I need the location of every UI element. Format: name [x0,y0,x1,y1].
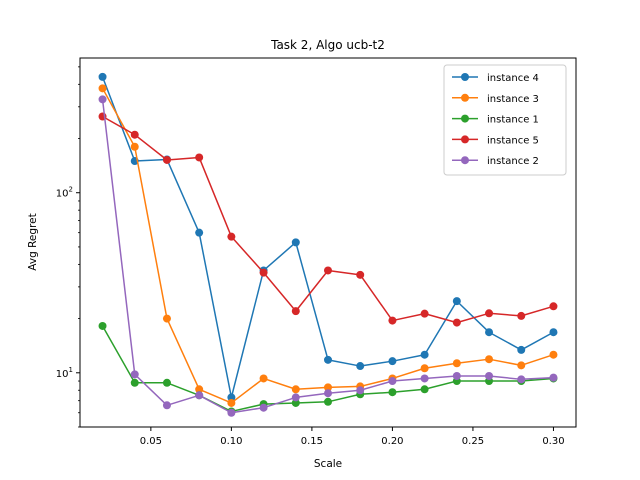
legend-label-instance-5: instance 5 [487,135,539,146]
data-point-instance-4 [324,355,332,364]
axes-frame [79,57,577,428]
legend-marker-instance-3 [461,93,469,102]
data-point-instance-4 [388,357,397,366]
series-layer [98,72,558,417]
legend-marker-instance-4 [461,73,469,81]
data-point-instance-2 [517,375,526,384]
data-point-instance-5 [259,268,268,277]
data-point-instance-5 [227,232,236,241]
data-point-instance-3 [162,314,171,323]
data-point-instance-2 [388,377,397,386]
data-point-instance-1 [420,385,429,394]
data-point-instance-3 [195,385,204,394]
data-point-instance-2 [162,401,171,410]
y-tick-exponent: 1 [69,366,73,374]
y-tick-base: 10 [56,369,69,380]
data-point-instance-4 [227,393,236,402]
data-point-instance-5 [324,266,332,275]
legend-label-instance-2: instance 2 [487,156,539,167]
data-point-instance-2 [227,408,236,417]
data-point-instance-2 [420,374,429,383]
data-point-instance-4 [485,328,494,337]
data-point-instance-3 [259,374,268,383]
data-point-instance-2 [259,403,268,412]
data-point-instance-3 [452,359,461,368]
data-point-instance-5 [195,153,204,162]
data-point-instance-5 [162,155,171,164]
data-point-instance-1 [162,378,171,387]
y-axis-label: Avg Regret [27,213,39,270]
data-point-instance-1 [291,398,300,407]
data-point-instance-3 [291,385,300,394]
data-point-instance-2 [195,391,204,400]
data-point-instance-3 [227,398,236,407]
data-point-instance-1 [388,388,397,397]
data-point-instance-4 [517,345,526,354]
data-point-instance-3 [324,383,332,392]
legend-label-instance-1: instance 1 [487,115,539,126]
x-tick-label: 0.20 [381,436,403,447]
series-instance-2 [98,95,558,417]
data-point-instance-4 [549,328,558,337]
data-point-instance-5 [130,130,139,139]
data-point-instance-3 [517,361,526,370]
data-point-instance-3 [130,142,139,151]
data-point-instance-2 [291,393,300,402]
y-tick-label: 102 [56,186,73,200]
legend-marker-instance-1 [461,114,469,123]
data-point-instance-5 [549,302,558,311]
legend-box [443,64,567,176]
data-point-instance-2 [324,389,332,398]
data-point-instance-4 [291,238,300,247]
data-point-instance-2 [549,373,558,382]
data-point-instance-4 [356,362,365,371]
data-point-instance-1 [324,397,332,406]
data-point-instance-2 [452,371,461,380]
data-point-instance-5 [356,270,365,279]
data-point-instance-3 [420,364,429,373]
data-point-instance-2 [98,95,107,104]
data-point-instance-5 [485,309,494,318]
legend-marker-instance-5 [461,135,469,144]
data-point-instance-5 [420,309,429,318]
x-axis-label: Scale [314,458,342,470]
x-axis: 0.05 0.10 0.15 0.20 0.25 0.30 [140,427,565,447]
data-point-instance-4 [98,72,107,81]
data-point-instance-5 [517,311,526,320]
x-tick-label: 0.15 [301,436,323,447]
data-point-instance-4 [195,228,204,237]
data-point-instance-5 [388,316,397,325]
x-tick-label: 0.05 [140,436,162,447]
legend-label-instance-3: instance 3 [487,94,539,105]
legend-label-instance-4: instance 4 [487,73,539,84]
data-point-instance-4 [420,350,429,359]
data-point-instance-1 [98,321,107,330]
data-point-instance-3 [485,355,494,364]
legend: instance 4 instance 3 instance 1 instance 5… [443,64,567,176]
data-point-instance-3 [98,84,107,93]
x-tick-label: 0.30 [542,436,564,447]
y-tick-base: 10 [56,189,69,200]
data-point-instance-1 [130,378,139,387]
x-tick-label: 0.10 [220,436,242,447]
legend-marker-instance-2 [461,156,469,165]
x-tick-label: 0.25 [462,436,484,447]
data-point-instance-5 [291,307,300,316]
chart-title: Task 2, Algo ucb-t2 [270,38,385,52]
y-tick-exponent: 2 [69,186,73,194]
data-point-instance-2 [130,370,139,379]
data-point-instance-3 [549,350,558,359]
data-point-instance-2 [356,386,365,395]
data-point-instance-4 [452,297,461,306]
y-tick-label: 101 [56,366,73,380]
data-point-instance-5 [452,318,461,327]
data-point-instance-2 [485,371,494,380]
